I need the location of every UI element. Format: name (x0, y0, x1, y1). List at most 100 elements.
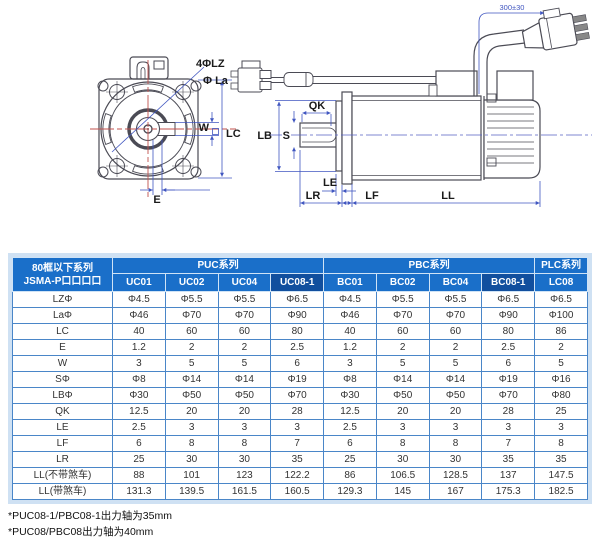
side-view: QK S LB LE LR LF LL 300±30 (230, 3, 592, 207)
model-header-BC01: BC01 (323, 273, 377, 292)
spec-cell: Φ50 (375, 387, 430, 404)
spec-cell: 88 (112, 467, 166, 484)
spec-cell: 5 (375, 355, 430, 372)
dim-lr-label: LR (306, 190, 321, 202)
table-row: LF 6 8 8 7 6 8 8 7 8 (12, 435, 588, 452)
spec-cell: Φ50 (164, 387, 219, 404)
spec-cell: 106.5 (375, 467, 430, 484)
series-group-header: PLC系列 (534, 257, 588, 274)
spec-cell: Φ90 (270, 307, 325, 324)
spec-cell: 2.5 (323, 419, 377, 436)
spec-cell: 3 (164, 419, 219, 436)
spec-cell: 6 (323, 435, 377, 452)
spec-cell: Φ46 (323, 307, 377, 324)
spec-cell: 3 (534, 419, 588, 436)
table-row: SΦ Φ8 Φ14 Φ14 Φ19 Φ8 Φ14 Φ14 Φ19 Φ16 (12, 371, 588, 388)
row-label: LC (12, 323, 113, 340)
row-label: LBΦ (12, 387, 113, 404)
table-row: LL(不带煞车) 88 101 123 122.2 86 106.5 128.5 137 147.… (12, 467, 588, 484)
spec-cell: 5 (164, 355, 219, 372)
spec-cell: 101 (164, 467, 219, 484)
spec-cell: 40 (112, 323, 166, 340)
table-row: LaΦ Φ46 Φ70 Φ70 Φ90 Φ46 Φ70 Φ70 Φ90 Φ100 (12, 307, 588, 324)
row-label: LL(不带煞车) (12, 467, 113, 484)
front-labels: 4ΦLZ Φ La W LC E (153, 58, 240, 206)
spec-cell: Φ8 (112, 371, 166, 388)
spec-cell: 12.5 (323, 403, 377, 420)
spec-table-body: LZΦ Φ4.5 Φ5.5 Φ5.5 Φ6.5 Φ4.5 Φ5.5 Φ5.5 Φ6.5 Φ6.5 L… (12, 291, 588, 500)
row-label: W (12, 355, 113, 372)
model-header-BC02: BC02 (375, 273, 430, 292)
dimension-diagram: 4ΦLZ Φ La W LC E (90, 3, 592, 207)
spec-cell: 2 (217, 339, 272, 356)
spec-cell: 6 (270, 355, 325, 372)
spec-cell: 8 (217, 435, 272, 452)
spec-cell: 131.3 (112, 483, 166, 500)
spec-cell: 86 (323, 467, 377, 484)
spec-cell: 12.5 (112, 403, 166, 420)
spec-cell: 60 (164, 323, 219, 340)
spec-cell: 28 (270, 403, 325, 420)
cable-dim-label: 300±30 (500, 3, 525, 12)
spec-cell: Φ80 (534, 387, 588, 404)
spec-cell: 182.5 (534, 483, 588, 500)
front-connector (129, 56, 169, 80)
spec-cell: Φ6.5 (270, 291, 325, 308)
table-row: LR 25 30 30 35 25 30 30 35 35 (12, 451, 588, 468)
table-row: LC 40 60 60 80 40 60 60 80 86 (12, 323, 588, 340)
spec-cell: Φ70 (164, 307, 219, 324)
row-label: LL(带煞车) (12, 483, 113, 500)
table-row: LL(带煞车) 131.3 139.5 161.5 160.5 129.3 145 167 17… (12, 483, 588, 500)
flange-plate (341, 91, 353, 185)
spec-cell: 25 (112, 451, 166, 468)
spec-cell: 60 (375, 323, 430, 340)
spec-cell: 2.5 (112, 419, 166, 436)
spec-cell: Φ50 (217, 387, 272, 404)
spec-cell: Φ14 (428, 371, 483, 388)
spec-cell: 128.5 (428, 467, 483, 484)
row-label: E (12, 339, 113, 356)
spec-cell: 25 (323, 451, 377, 468)
spec-cell: 28 (481, 403, 536, 420)
spec-cell: Φ100 (534, 307, 588, 324)
spec-cell: 139.5 (164, 483, 219, 500)
spec-cell: 3 (375, 419, 430, 436)
spec-cell: 2 (534, 339, 588, 356)
table-row: LBΦ Φ30 Φ50 Φ50 Φ70 Φ30 Φ50 Φ50 Φ70 Φ80 (12, 387, 588, 404)
encoder-connector (230, 60, 272, 93)
encoder-cable (266, 72, 436, 87)
spec-cell: 8 (375, 435, 430, 452)
spec-cell: 160.5 (270, 483, 325, 500)
spec-cell: 30 (375, 451, 430, 468)
spec-cell: 7 (270, 435, 325, 452)
row-label: LE (12, 419, 113, 436)
spec-cell: 30 (164, 451, 219, 468)
spec-cell: 3 (112, 355, 166, 372)
model-header-LC08: LC08 (534, 273, 588, 292)
pilot-boss (335, 100, 343, 172)
spec-table-head: 80框以下系列 JSMA-P口口口口 PUC系列 PBC系列 PLC系列 UC01 UC02… (12, 257, 588, 292)
spec-cell: 5 (217, 355, 272, 372)
series-group-header: PBC系列 (323, 257, 536, 274)
power-receptacle-block (496, 70, 534, 101)
rear-housing (483, 93, 541, 179)
spec-cell: 3 (323, 355, 377, 372)
spec-cell: 3 (270, 419, 325, 436)
spec-cell: 35 (481, 451, 536, 468)
table-row: LZΦ Φ4.5 Φ5.5 Φ5.5 Φ6.5 Φ4.5 Φ5.5 Φ5.5 Φ6.5 Φ6.5 (12, 291, 588, 308)
side-dimensions (275, 11, 545, 207)
spec-cell: 161.5 (217, 483, 272, 500)
row-label: LR (12, 451, 113, 468)
spec-cell: Φ30 (323, 387, 377, 404)
spec-cell: 30 (428, 451, 483, 468)
spec-cell: 1.2 (112, 339, 166, 356)
spec-cell: 20 (217, 403, 272, 420)
front-dimensions (111, 66, 232, 195)
spec-cell: Φ4.5 (112, 291, 166, 308)
spec-cell: 35 (534, 451, 588, 468)
dim-le-label: LE (323, 177, 337, 189)
front-center-lines (90, 60, 236, 200)
spec-cell: 40 (323, 323, 377, 340)
side-labels: QK S LB LE LR LF LL 300±30 (257, 3, 524, 202)
spec-cell: Φ70 (270, 387, 325, 404)
